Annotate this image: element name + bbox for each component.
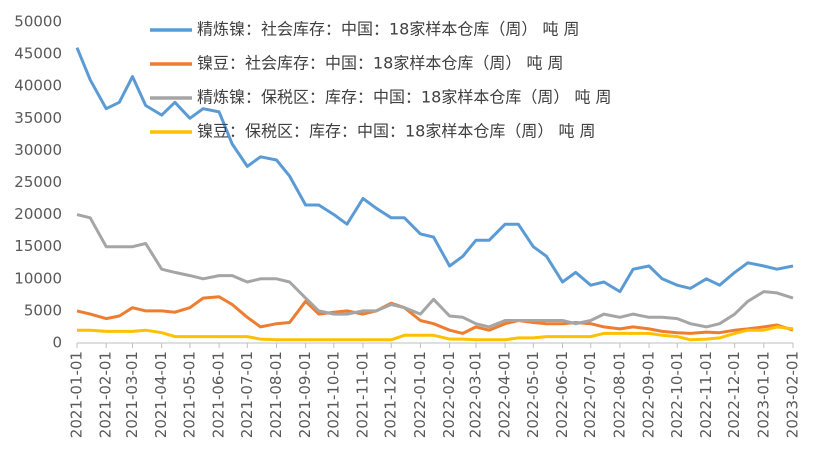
x-tick-label: 2021-12-01 bbox=[382, 351, 400, 438]
x-tick-label: 2021-02-01 bbox=[97, 351, 115, 438]
legend-label: 精炼镍：保税区：库存：中国：18家样本仓库（周） 吨 周 bbox=[197, 88, 612, 107]
series-line bbox=[76, 213, 794, 329]
y-tick-label: 10000 bbox=[14, 269, 62, 287]
x-tick-label: 2022-04-01 bbox=[496, 351, 514, 438]
y-tick-label: 15000 bbox=[14, 237, 62, 255]
x-tick-label: 2021-03-01 bbox=[123, 351, 141, 438]
y-tick-label: 20000 bbox=[14, 205, 62, 223]
y-tick-label: 30000 bbox=[14, 141, 62, 159]
legend-label: 镍豆：保税区：库存：中国：18家样本仓库（周） 吨 周 bbox=[197, 122, 596, 141]
series-line bbox=[77, 325, 794, 342]
x-tick-label: 2022-11-01 bbox=[697, 351, 715, 438]
y-tick-label: 25000 bbox=[14, 173, 62, 191]
x-tick-label: 2021-01-01 bbox=[68, 351, 86, 438]
y-tick-label: 5000 bbox=[24, 301, 62, 319]
x-tick-label: 2022-05-01 bbox=[524, 351, 542, 438]
y-tick-label: 50000 bbox=[14, 13, 62, 31]
x-tick-label: 2022-02-01 bbox=[440, 351, 458, 438]
x-tick-label: 2021-08-01 bbox=[267, 351, 285, 438]
x-tick-label: 2023-02-01 bbox=[784, 351, 802, 438]
legend-label: 精炼镍：社会库存：中国：18家样本仓库（周） 吨 周 bbox=[197, 20, 580, 39]
x-tick-label: 2021-09-01 bbox=[296, 351, 314, 438]
x-tick-label: 2021-10-01 bbox=[324, 351, 342, 438]
y-tick-label: 35000 bbox=[14, 109, 62, 127]
series-line bbox=[75, 47, 794, 294]
legend-label: 镍豆：社会库存：中国：18家样本仓库（周） 吨 周 bbox=[197, 54, 564, 73]
x-tick-label: 2022-12-01 bbox=[725, 351, 743, 438]
x-tick-label: 2023-01-01 bbox=[754, 351, 772, 438]
x-tick-label: 2022-09-01 bbox=[640, 351, 658, 438]
x-tick-label: 2022-06-01 bbox=[553, 351, 571, 438]
y-tick-label: 40000 bbox=[14, 77, 62, 95]
x-tick-label: 2022-07-01 bbox=[581, 351, 599, 438]
x-tick-label: 2022-08-01 bbox=[610, 351, 628, 438]
x-tick-label: 2021-07-01 bbox=[238, 351, 256, 438]
x-tick-label: 2021-04-01 bbox=[152, 351, 170, 438]
x-tick-label: 2021-05-01 bbox=[180, 351, 198, 438]
series-line bbox=[76, 295, 794, 335]
x-tick-label: 2021-06-01 bbox=[210, 351, 228, 438]
x-tick-label: 2022-10-01 bbox=[668, 351, 686, 438]
y-tick-label: 45000 bbox=[14, 45, 62, 63]
x-tick-label: 2021-11-01 bbox=[354, 351, 372, 438]
y-tick-label: 0 bbox=[52, 334, 62, 352]
x-tick-label: 2022-03-01 bbox=[466, 351, 484, 438]
x-tick-label: 2022-01-01 bbox=[411, 351, 429, 438]
